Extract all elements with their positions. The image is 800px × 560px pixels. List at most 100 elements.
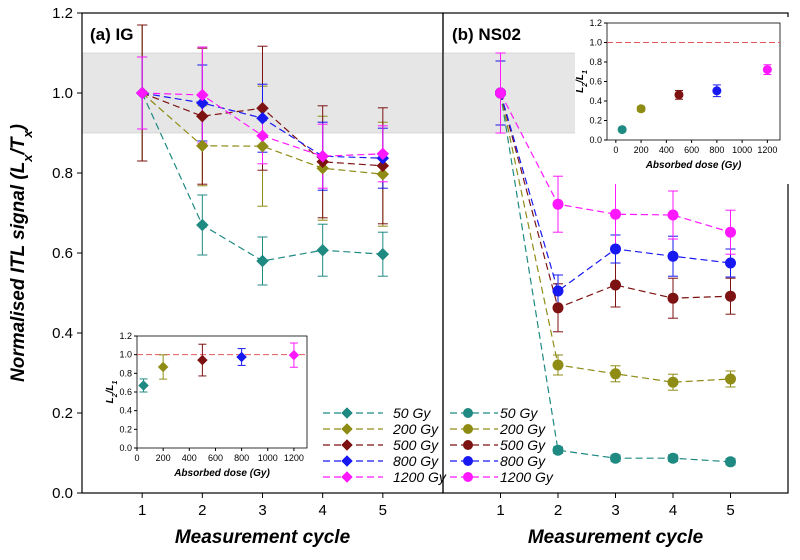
data-point: [610, 368, 621, 380]
legend-marker: [341, 471, 353, 483]
inset-chart: 0.00.20.40.60.81.01.20 200 400 600 800 1000 12…: [575, 17, 790, 184]
inset-y-axis-label-part: 2: [582, 83, 589, 88]
x-tick-label: 1: [496, 502, 504, 519]
legend-marker: [341, 407, 353, 419]
data-point: [552, 285, 564, 297]
y-tick-label: 0.2: [52, 405, 73, 422]
inset-y-tick-label: 1.2: [589, 18, 602, 28]
inset-y-axis-label-part: L: [575, 87, 586, 93]
legend-marker: [341, 423, 353, 435]
inset-y-tick-label: 0.4: [119, 406, 132, 416]
data-point: [725, 226, 736, 238]
inset-x-tick-label: 1200: [757, 145, 777, 155]
inset-y-tick-label: 1.2: [119, 331, 132, 341]
data-point: [552, 302, 564, 314]
inset-data-point: [674, 90, 684, 100]
data-point: [256, 111, 269, 125]
legend-label: 1200 Gy: [500, 469, 554, 485]
x-tick-label: 2: [198, 502, 206, 519]
inset-y-tick-label: 0.2: [589, 116, 602, 126]
legend-label: 800 Gy: [393, 453, 439, 469]
inset-y-axis-label-part: 1: [112, 381, 119, 385]
y-tick-label: 1.0: [52, 85, 73, 102]
data-point: [195, 109, 209, 123]
data-point: [195, 88, 209, 102]
inset-data-point: [157, 361, 169, 373]
data-point: [725, 290, 736, 302]
x-tick-label: 5: [379, 502, 387, 519]
legend-label: 800 Gy: [500, 453, 546, 469]
inset-y-tick-label: 0.4: [589, 96, 602, 106]
inset-y-tick-label: 0.8: [589, 57, 602, 67]
data-point: [610, 452, 621, 464]
data-point: [552, 444, 564, 456]
data-point: [552, 359, 564, 371]
legend-label: 1200 Gy: [393, 469, 447, 485]
data-point: [376, 167, 390, 181]
legend-marker: [463, 440, 473, 450]
legend-marker: [341, 439, 353, 451]
inset-data-point: [617, 125, 627, 135]
data-point: [725, 456, 736, 468]
inset-x-tick-label: 800: [234, 453, 249, 463]
data-point: [376, 147, 390, 161]
data-point: [316, 161, 330, 175]
data-point: [195, 96, 209, 110]
inset-x-axis-label: Absorbed dose (Gy): [173, 468, 270, 479]
data-point: [376, 159, 390, 173]
y-tick-label: 0.6: [52, 245, 73, 262]
data-point: [256, 254, 269, 268]
panel-title: (a) IG: [90, 25, 133, 44]
x-axis-label: Measurement cycle: [175, 527, 351, 548]
series-line-1200-gy: [499, 92, 731, 233]
inset-x-tick-label: 0: [134, 453, 139, 463]
data-point: [667, 452, 679, 464]
legend-label: 50 Gy: [500, 405, 538, 421]
data-point: [610, 208, 621, 220]
inset-x-tick-label: 200: [634, 145, 649, 155]
inset-x-tick-label: 1000: [258, 453, 278, 463]
x-tick-label: 3: [258, 502, 266, 519]
inset-y-tick-label: 0.8: [119, 368, 132, 378]
data-point: [135, 86, 149, 100]
inset-y-tick-label: 0.6: [119, 387, 132, 397]
inset-data-point: [712, 86, 722, 96]
inset-x-tick-label: 400: [659, 145, 674, 155]
inset-data-point: [762, 65, 772, 75]
data-point: [256, 129, 269, 143]
inset-y-axis-label: L2/L1: [105, 381, 119, 404]
inset-x-tick-label: 400: [182, 453, 197, 463]
inset-y-tick-label: 0.6: [589, 77, 602, 87]
inset-data-point: [197, 354, 208, 366]
inset-y-tick-label: 1.0: [119, 350, 132, 360]
data-point: [725, 373, 736, 385]
y-axis-label: Normalised ITL signal (Lx/Tx): [8, 124, 35, 382]
inset-y-axis-label-part: /L: [105, 385, 116, 395]
legend-label: 200 Gy: [392, 421, 439, 437]
y-axis-label-part: x: [20, 154, 35, 163]
y-axis-label-part: ): [8, 124, 29, 132]
data-point: [667, 209, 679, 221]
inset-y-axis-label: L2/L1: [575, 70, 589, 93]
inset-data-point: [288, 349, 300, 361]
series-line-200-gy: [141, 92, 383, 175]
y-tick-label: 0.4: [52, 325, 73, 342]
legend-marker: [341, 455, 353, 467]
inset-x-tick-label: 800: [709, 145, 724, 155]
inset-frame: [136, 335, 308, 449]
y-tick-label: 1.2: [52, 5, 73, 22]
inset-y-tick-label: 1.0: [589, 38, 602, 48]
y-axis-label-part: x: [20, 130, 35, 139]
y-axis-label-part: Normalised ITL signal (L: [8, 162, 29, 382]
data-point: [667, 292, 679, 304]
inset-chart: 0.00.20.40.60.81.01.20 200 400 600 800 1000 12…: [105, 330, 317, 492]
inset-data-point: [138, 380, 149, 391]
inset-x-tick-label: 1000: [732, 145, 752, 155]
inset-y-axis-label-part: 1: [582, 70, 589, 74]
inset-y-axis-label-part: /L: [575, 74, 586, 84]
x-tick-label: 1: [138, 502, 146, 519]
inset-y-axis-label-part: 2: [112, 393, 119, 398]
data-point: [495, 87, 506, 99]
